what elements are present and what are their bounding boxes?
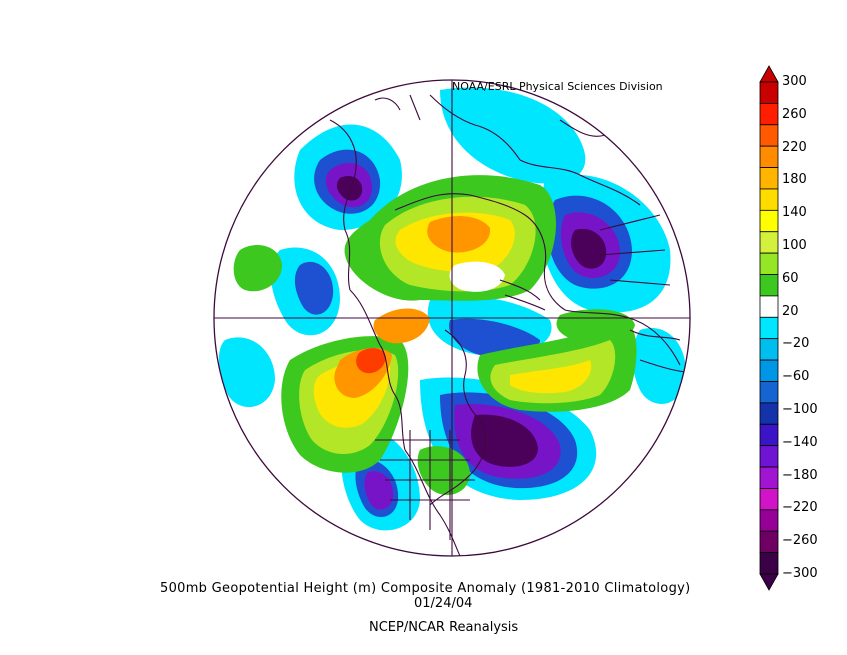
- colorbar-label: 220: [782, 139, 807, 155]
- anomaly-region: [218, 337, 275, 407]
- anomaly-region: [449, 261, 505, 292]
- colorbar-swatch: [759, 338, 779, 361]
- colorbar-label: −100: [782, 402, 818, 417]
- grid-lines: [214, 80, 690, 556]
- colorbar-label: 20: [782, 303, 799, 319]
- colorbar-swatch: [759, 509, 779, 532]
- colorbar-bottom-arrow: [759, 573, 779, 591]
- anomaly-region: [417, 446, 470, 495]
- colorbar-label: −180: [782, 467, 818, 483]
- colorbar-swatch: [759, 295, 779, 318]
- anomaly-region: [336, 175, 363, 201]
- colorbar-swatch: [759, 102, 779, 126]
- anomaly-region: [373, 308, 430, 344]
- anomaly-region: [364, 471, 394, 510]
- anomaly-region: [510, 360, 592, 394]
- anomaly-region: [449, 318, 540, 357]
- anomaly-region: [294, 261, 334, 315]
- colorbar-swatch: [759, 274, 779, 297]
- colorbar-swatch: [759, 445, 779, 468]
- colorbar-label: 300: [782, 74, 807, 89]
- anomaly-region: [440, 87, 586, 184]
- colorbar-swatch: [759, 145, 779, 168]
- colorbar-swatch: [759, 423, 779, 447]
- anomaly-region: [233, 245, 282, 292]
- colorbar-swatch: [759, 530, 779, 554]
- map-date: 01/24/04: [414, 596, 473, 611]
- colorbar-label: 260: [782, 106, 807, 122]
- colorbar-swatch: [759, 231, 779, 254]
- anomaly-region: [427, 216, 491, 253]
- colorbar-swatch: [759, 209, 779, 233]
- map-boundary: [213, 79, 691, 557]
- colorbar-label: −300: [782, 566, 818, 581]
- colorbar-label: 60: [782, 270, 799, 286]
- colorbar-swatch: [759, 359, 779, 382]
- map-title: 500mb Geopotential Height (m) Composite …: [160, 581, 691, 596]
- colorbar-swatch: [759, 167, 779, 190]
- colorbar-label: 100: [782, 238, 807, 253]
- colorbar-swatch: [759, 488, 779, 511]
- colorbar: [759, 65, 779, 591]
- colorbar-swatch: [759, 402, 779, 425]
- colorbar-label: 140: [782, 205, 807, 221]
- anomaly-region: [471, 414, 538, 467]
- coastlines: [329, 94, 686, 556]
- colorbar-label: 180: [782, 172, 807, 188]
- colorbar-label: −60: [782, 369, 810, 385]
- colorbar-swatch: [759, 81, 779, 104]
- colorbar-label: −20: [782, 336, 810, 352]
- anomaly-region: [556, 309, 635, 342]
- colorbar-swatch: [759, 381, 779, 404]
- anomaly-field: [218, 87, 686, 531]
- colorbar-top-arrow: [759, 65, 779, 83]
- colorbar-swatch: [759, 466, 779, 489]
- colorbar-swatch: [759, 316, 779, 340]
- colorbar-swatch: [759, 188, 779, 211]
- anomaly-region: [571, 228, 607, 269]
- colorbar-swatch: [759, 552, 779, 575]
- colorbar-label: −260: [782, 533, 818, 549]
- data-source: NCEP/NCAR Reanalysis: [369, 620, 519, 635]
- colorbar-swatch: [759, 124, 779, 147]
- colorbar-label: −140: [782, 434, 818, 450]
- colorbar-swatch: [759, 252, 779, 275]
- credit-text: NOAA/ESRL Physical Sciences Division: [452, 80, 663, 93]
- anomaly-region: [356, 348, 386, 374]
- colorbar-label: −220: [782, 500, 818, 516]
